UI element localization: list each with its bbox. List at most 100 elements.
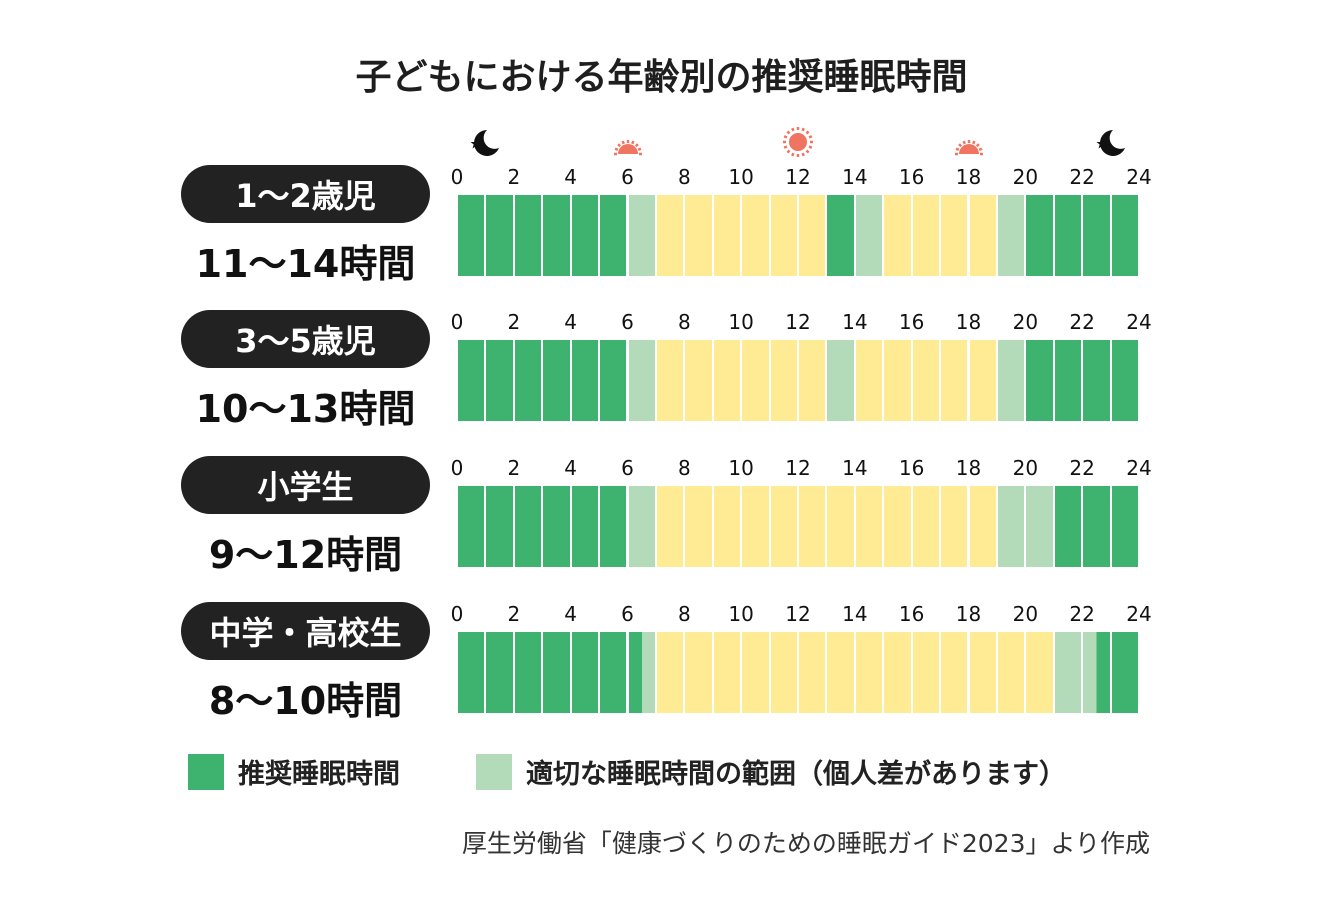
tick-label: 12	[785, 602, 811, 626]
tick-label: 2	[507, 456, 521, 480]
age-group-label: 1〜2歳児	[181, 165, 430, 223]
hour-cell	[1054, 340, 1082, 421]
hour-axis: 0 2 4 6 8 10 12 14 16 18 20 22 24	[451, 310, 1152, 334]
hour-cell	[912, 632, 940, 713]
tick-label: 12	[785, 165, 811, 189]
tick-label: 22	[1069, 602, 1095, 626]
hour-cell	[941, 632, 968, 713]
hour-cell	[600, 195, 627, 276]
hour-cell	[770, 340, 797, 421]
age-group-label: 小学生	[181, 456, 430, 514]
tick-label: 4	[564, 310, 578, 334]
hour-cell	[685, 195, 712, 276]
hour-cell	[514, 340, 542, 421]
hour-cell	[742, 486, 769, 567]
hour-cell	[685, 486, 712, 567]
recommended-hours: 11〜14時間	[195, 242, 416, 286]
hour-cell	[827, 195, 854, 276]
tick-label: 10	[728, 602, 754, 626]
tick-label: 4	[564, 456, 578, 480]
hour-cell	[1111, 486, 1138, 567]
tick-label: 14	[842, 310, 868, 334]
legend-range: 適切な睡眠時間の範囲（個人差があります）	[476, 752, 1066, 791]
hour-cell	[1026, 195, 1053, 276]
tick-label: 10	[728, 310, 754, 334]
tick-label: 0	[450, 165, 464, 189]
tick-label: 6	[621, 456, 634, 480]
hour-cell	[827, 632, 854, 713]
hour-cell	[855, 195, 883, 276]
hour-cell	[855, 486, 883, 567]
sun-icon	[780, 126, 816, 162]
hour-cell	[1026, 632, 1053, 713]
hour-cell	[997, 632, 1025, 713]
tick-label: 20	[1012, 165, 1039, 189]
hour-cell	[969, 195, 996, 276]
tick-label: 24	[1126, 602, 1152, 626]
hour-cell	[656, 340, 684, 421]
hour-cell	[600, 340, 627, 421]
sleep-bar	[457, 632, 1139, 713]
tick-label: 2	[507, 165, 521, 189]
hour-cell	[770, 632, 797, 713]
hour-cell	[486, 486, 513, 567]
recommended-hours: 10〜13時間	[195, 387, 416, 431]
hour-cell	[855, 340, 883, 421]
source-note: 厚生労働省「健康づくりのための睡眠ガイド2023」より作成	[461, 829, 1150, 858]
hour-cell	[514, 632, 542, 713]
hour-axis: 0 2 4 6 8 10 12 14 16 18 20 22 24	[451, 602, 1152, 626]
hour-cell	[969, 486, 996, 567]
tick-label: 0	[450, 456, 464, 480]
hour-cell	[628, 486, 655, 567]
hour-cell	[1054, 195, 1082, 276]
tick-label: 8	[677, 602, 691, 626]
tick-label: 12	[785, 310, 811, 334]
tick-label: 6	[621, 602, 634, 626]
hour-cell	[685, 340, 712, 421]
tick-label: 18	[955, 456, 982, 480]
tick-label: 14	[842, 165, 868, 189]
sleep-bar	[457, 195, 1139, 276]
hour-cell	[543, 632, 570, 713]
tick-label: 4	[564, 165, 578, 189]
tick-label: 4	[564, 602, 578, 626]
hour-cell	[770, 486, 797, 567]
hour-cell	[997, 340, 1025, 421]
hour-cell	[713, 632, 741, 713]
tick-label: 20	[1012, 456, 1039, 480]
tick-label: 6	[621, 310, 634, 334]
tick-label: 10	[728, 456, 754, 480]
sunset-icon	[951, 126, 987, 162]
hour-cell	[742, 340, 769, 421]
sleep-bar	[457, 340, 1139, 421]
hour-cell	[628, 340, 655, 421]
hour-cell	[600, 632, 627, 713]
hour-cell	[742, 195, 769, 276]
recommended-hours: 9〜12時間	[208, 533, 403, 577]
hour-cell	[969, 340, 996, 421]
hour-cell	[969, 632, 996, 713]
hour-cell	[1026, 486, 1053, 567]
hour-cell	[799, 486, 826, 567]
hour-cell	[770, 195, 797, 276]
tick-label: 18	[955, 602, 982, 626]
hour-cell	[912, 195, 940, 276]
hour-cell	[799, 632, 826, 713]
tick-label: 20	[1012, 602, 1039, 626]
hour-cell	[713, 195, 741, 276]
hour-cell	[827, 486, 854, 567]
hour-cell	[571, 486, 599, 567]
hour-cell	[1083, 195, 1110, 276]
hour-cell	[486, 340, 513, 421]
hour-cell	[685, 632, 712, 713]
hour-cell	[514, 486, 542, 567]
age-group-label: 中学・高校生	[181, 602, 430, 660]
hour-cell	[827, 340, 854, 421]
tick-label: 0	[450, 310, 464, 334]
hour-cell	[884, 195, 911, 276]
hour-cell	[912, 340, 940, 421]
hour-cell	[458, 486, 485, 567]
legend-swatch-recommended	[188, 753, 224, 790]
tick-label: 22	[1069, 165, 1095, 189]
tick-label: 22	[1069, 310, 1095, 334]
